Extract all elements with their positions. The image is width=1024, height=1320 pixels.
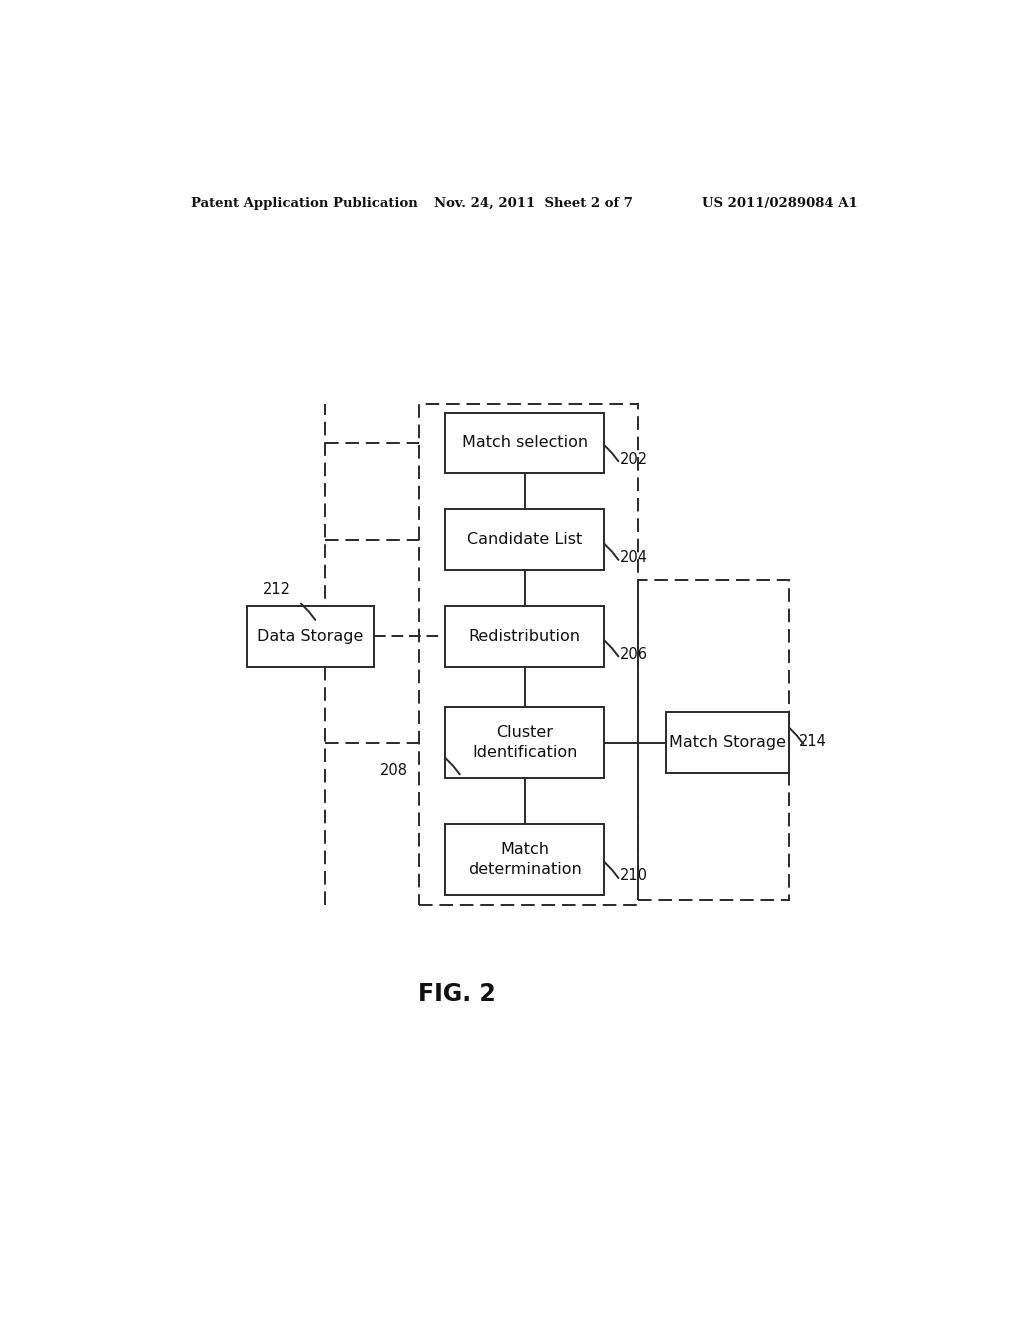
Text: Match Storage: Match Storage (669, 735, 785, 750)
Text: 206: 206 (620, 647, 648, 661)
Text: 212: 212 (263, 582, 291, 597)
Bar (666, 713, 788, 774)
Bar (445, 708, 604, 779)
Text: 204: 204 (620, 550, 648, 565)
Text: Match selection: Match selection (462, 436, 588, 450)
Bar (445, 824, 604, 895)
Text: 214: 214 (799, 734, 826, 750)
Bar (445, 413, 604, 474)
Text: Redistribution: Redistribution (469, 628, 581, 644)
Text: 208: 208 (380, 763, 409, 777)
Text: Candidate List: Candidate List (467, 532, 583, 546)
Bar (445, 510, 604, 570)
Text: 202: 202 (620, 451, 648, 467)
Text: Match
determination: Match determination (468, 842, 582, 876)
Text: 210: 210 (620, 869, 648, 883)
Text: Data Storage: Data Storage (257, 628, 364, 644)
Text: Patent Application Publication: Patent Application Publication (191, 197, 418, 210)
Bar (419, 404, 638, 906)
Text: US 2011/0289084 A1: US 2011/0289084 A1 (702, 197, 858, 210)
Text: FIG. 2: FIG. 2 (419, 982, 497, 1006)
Bar (445, 606, 604, 667)
Bar (247, 606, 374, 667)
Text: Nov. 24, 2011  Sheet 2 of 7: Nov. 24, 2011 Sheet 2 of 7 (433, 197, 633, 210)
Bar (638, 581, 790, 900)
Text: Cluster
Identification: Cluster Identification (472, 726, 578, 760)
